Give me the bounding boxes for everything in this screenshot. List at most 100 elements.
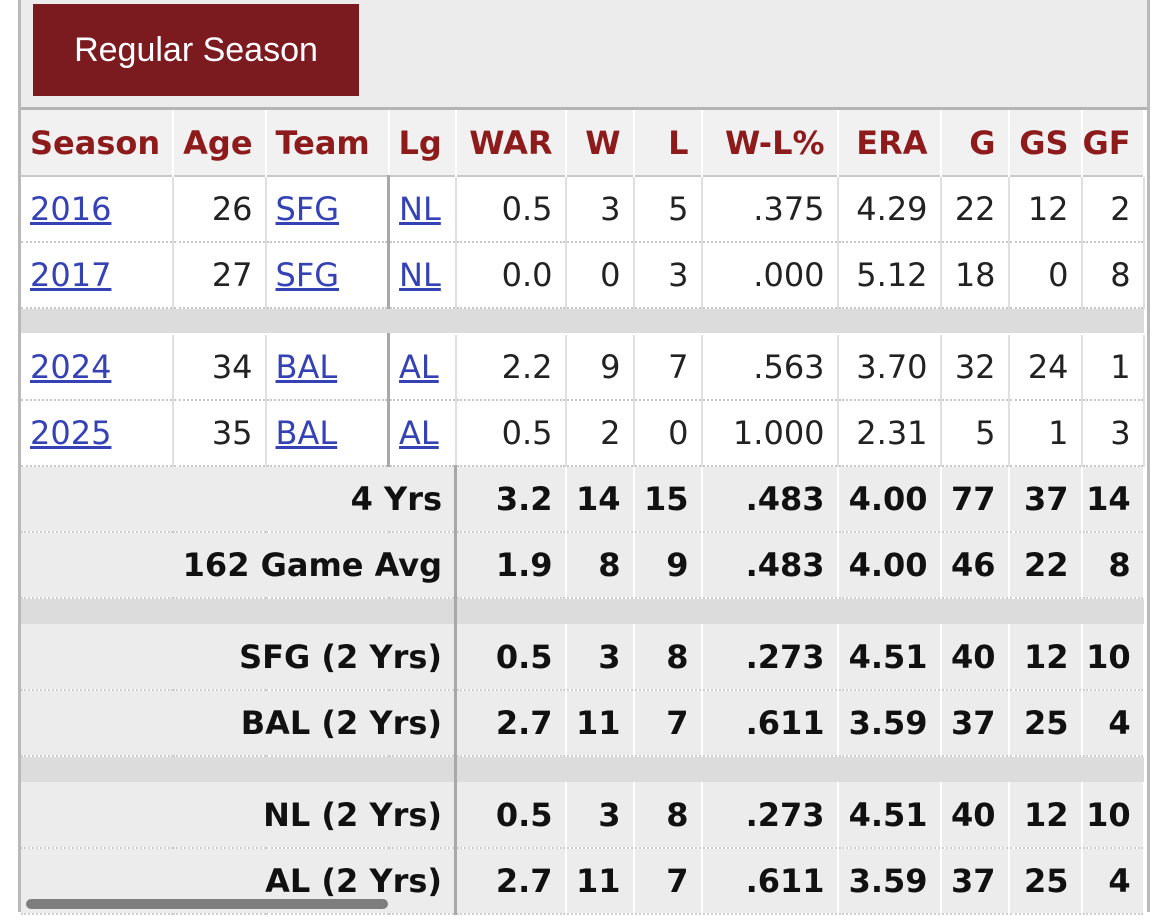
column-header-wl-pct[interactable]: W-L% — [701, 110, 839, 176]
divider-right — [455, 598, 1144, 624]
losses-cell: 8 — [633, 782, 703, 849]
war-cell: 0.5 — [455, 400, 567, 467]
age-cell: 27 — [173, 242, 267, 309]
column-header-gs[interactable]: GS — [1008, 110, 1083, 176]
war-cell: 0.5 — [455, 176, 567, 243]
games-cell: 37 — [940, 848, 1010, 915]
column-header-w[interactable]: W — [565, 110, 635, 176]
team-link[interactable]: BAL — [265, 400, 391, 467]
games-started-cell: 12 — [1008, 782, 1083, 849]
column-header-lg[interactable]: Lg — [388, 110, 457, 176]
win-loss-pct-cell: .611 — [701, 848, 839, 915]
tab-regular-season[interactable]: Regular Season — [33, 4, 359, 96]
games-finished-cell: 10 — [1081, 624, 1145, 691]
divider-right — [388, 308, 1144, 335]
war-cell: 0.5 — [455, 624, 567, 691]
win-loss-pct-cell: .273 — [701, 782, 839, 849]
table-row: 2017 27 SFG NL 0.0 0 3 .000 5.12 18 0 8 — [21, 242, 1145, 309]
wins-cell: 11 — [565, 690, 635, 757]
win-loss-pct-cell: .611 — [701, 690, 839, 757]
divider-right — [455, 756, 1144, 782]
games-finished-cell: 14 — [1081, 466, 1145, 533]
win-loss-pct-cell: 1.000 — [701, 400, 839, 467]
team-link[interactable]: BAL — [265, 334, 391, 401]
losses-cell: 7 — [633, 334, 703, 401]
games-finished-cell: 3 — [1081, 400, 1145, 467]
war-cell: 1.9 — [455, 532, 567, 599]
win-loss-pct-cell: .563 — [701, 334, 839, 401]
win-loss-pct-cell: .375 — [701, 176, 839, 243]
games-cell: 77 — [940, 466, 1010, 533]
table-divider — [21, 598, 1144, 624]
column-header-gf[interactable]: GF — [1081, 110, 1145, 176]
era-cell: 4.00 — [837, 466, 942, 533]
team-totals-row: SFG (2 Yrs) 0.5 3 8 .273 4.51 40 12 10 — [21, 624, 1145, 691]
losses-cell: 8 — [633, 624, 703, 691]
table-row: 2024 34 BAL AL 2.2 9 7 .563 3.70 32 24 1 — [21, 334, 1145, 401]
totals-row: 162 Game Avg 1.9 8 9 .483 4.00 46 22 8 — [21, 532, 1145, 599]
column-header-age[interactable]: Age — [173, 110, 267, 176]
games-cell: 32 — [940, 334, 1010, 401]
games-cell: 40 — [940, 624, 1010, 691]
league-totals-row: NL (2 Yrs) 0.5 3 8 .273 4.51 40 12 10 — [21, 782, 1145, 849]
games-started-cell: 12 — [1008, 176, 1083, 243]
season-link[interactable]: 2025 — [21, 400, 175, 467]
war-cell: 2.2 — [455, 334, 567, 401]
league-totals-label: NL (2 Yrs) — [21, 782, 458, 849]
team-link[interactable]: SFG — [265, 176, 391, 243]
era-cell: 4.51 — [837, 782, 942, 849]
team-totals-row: BAL (2 Yrs) 2.7 11 7 .611 3.59 37 25 4 — [21, 690, 1145, 757]
wins-cell: 3 — [565, 782, 635, 849]
war-cell: 0.0 — [455, 242, 567, 309]
season-link[interactable]: 2016 — [21, 176, 175, 243]
column-header-war[interactable]: WAR — [455, 110, 567, 176]
wins-cell: 3 — [565, 624, 635, 691]
team-link[interactable]: SFG — [265, 242, 391, 309]
losses-cell: 5 — [633, 176, 703, 243]
games-started-cell: 22 — [1008, 532, 1083, 599]
games-started-cell: 0 — [1008, 242, 1083, 309]
divider-left — [21, 598, 458, 624]
games-started-cell: 12 — [1008, 624, 1083, 691]
divider-left — [21, 756, 458, 782]
win-loss-pct-cell: .000 — [701, 242, 839, 309]
era-cell: 3.59 — [837, 848, 942, 915]
age-cell: 35 — [173, 400, 267, 467]
league-link[interactable]: AL — [388, 334, 457, 401]
season-link[interactable]: 2017 — [21, 242, 175, 309]
league-link[interactable]: NL — [388, 176, 457, 243]
games-cell: 37 — [940, 690, 1010, 757]
losses-cell: 15 — [633, 466, 703, 533]
wins-cell: 8 — [565, 532, 635, 599]
era-cell: 2.31 — [837, 400, 942, 467]
column-header-team[interactable]: Team — [265, 110, 390, 176]
season-link[interactable]: 2024 — [21, 334, 175, 401]
era-cell: 4.00 — [837, 532, 942, 599]
horizontal-scrollbar[interactable] — [26, 899, 388, 909]
table-divider — [21, 308, 1144, 335]
losses-cell: 7 — [633, 848, 703, 915]
column-header-season[interactable]: Season — [21, 110, 175, 176]
games-finished-cell: 2 — [1081, 176, 1145, 243]
era-cell: 4.29 — [837, 176, 942, 243]
divider-left — [21, 308, 389, 335]
games-finished-cell: 8 — [1081, 532, 1145, 599]
war-cell: 2.7 — [455, 690, 567, 757]
wins-cell: 3 — [565, 176, 635, 243]
team-totals-label: SFG (2 Yrs) — [21, 624, 458, 691]
wins-cell: 11 — [565, 848, 635, 915]
team-totals-label: BAL (2 Yrs) — [21, 690, 458, 757]
games-finished-cell: 4 — [1081, 848, 1145, 915]
column-header-era[interactable]: ERA — [837, 110, 942, 176]
games-finished-cell: 4 — [1081, 690, 1145, 757]
age-cell: 34 — [173, 334, 267, 401]
era-cell: 4.51 — [837, 624, 942, 691]
games-finished-cell: 10 — [1081, 782, 1145, 849]
age-cell: 26 — [173, 176, 267, 243]
table-header-row: Season Age Team Lg WAR W L W-L% ERA G GS… — [21, 110, 1145, 176]
column-header-l[interactable]: L — [633, 110, 703, 176]
league-link[interactable]: AL — [388, 400, 457, 467]
league-link[interactable]: NL — [388, 242, 457, 309]
win-loss-pct-cell: .273 — [701, 624, 839, 691]
column-header-g[interactable]: G — [940, 110, 1010, 176]
